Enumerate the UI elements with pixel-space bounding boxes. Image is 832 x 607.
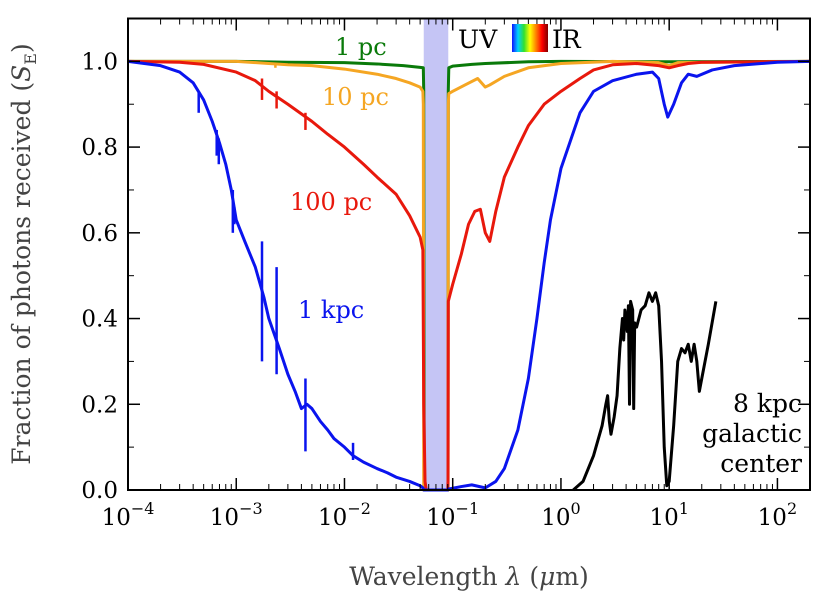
series-line-8-kpc-galactic-center xyxy=(572,291,718,492)
ir-label: IR xyxy=(552,25,582,54)
series-label-100pc: 100 pc xyxy=(290,188,372,216)
axis-ticks xyxy=(127,18,811,491)
series-line-100-pc xyxy=(127,59,811,492)
series-line-10-pc xyxy=(128,59,811,492)
x-tick-label: 10−3 xyxy=(210,499,263,531)
y-tick-label: 0.0 xyxy=(81,478,118,504)
x-tick-label: 101 xyxy=(649,499,688,531)
y-tick-label: 0.4 xyxy=(81,307,118,333)
y-tick-label: 0.6 xyxy=(81,221,118,247)
annotation-8kpc: 8 kpc xyxy=(733,389,802,418)
y-axis-label: Fraction of photons received (SE) xyxy=(7,43,40,464)
annotation-center: center xyxy=(720,449,802,478)
series-layer xyxy=(127,59,811,492)
x-tick-label: 10−4 xyxy=(102,499,155,531)
ionization-shaded-band xyxy=(423,18,449,490)
x-tick-label: 10−1 xyxy=(426,499,479,531)
y-tick-label: 0.8 xyxy=(81,135,118,161)
ionization-band-layer xyxy=(423,18,449,490)
plot-frame xyxy=(127,17,811,491)
series-line-1-kpc xyxy=(127,59,811,492)
series-label-10pc: 10 pc xyxy=(322,83,389,111)
series-label-1kpc: 1 kpc xyxy=(298,296,364,324)
y-tick-label: 0.2 xyxy=(81,392,118,418)
uv-ir-legend: UV IR xyxy=(458,24,582,54)
y-tick-label: 1.0 xyxy=(81,49,118,75)
tick-labels: 10−4 10−3 10−2 10−1 100 101 102 0.0 0.2 0.4 0.6 0.8… xyxy=(81,49,797,531)
spectrum-gradient-swatch xyxy=(512,24,548,52)
x-tick-label: 100 xyxy=(541,499,580,531)
annotation-galactic: galactic xyxy=(702,419,802,448)
x-tick-label: 10−2 xyxy=(318,499,371,531)
series-label-1pc: 1 pc xyxy=(335,33,387,61)
x-axis-label: Wavelength λ (μm) xyxy=(349,562,589,591)
x-tick-label: 102 xyxy=(758,499,797,531)
uv-label: UV xyxy=(458,25,498,54)
